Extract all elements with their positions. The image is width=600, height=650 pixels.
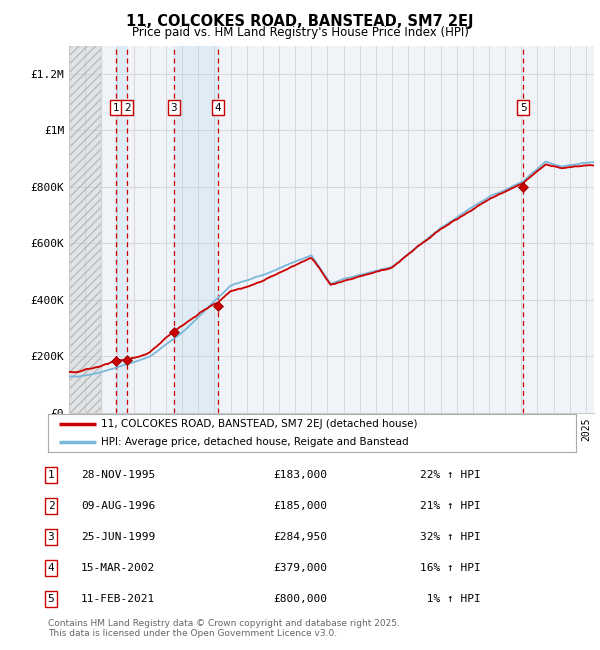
Text: Contains HM Land Registry data © Crown copyright and database right 2025.
This d: Contains HM Land Registry data © Crown c… xyxy=(48,619,400,638)
Text: 5: 5 xyxy=(47,594,55,604)
Bar xyxy=(116,46,127,413)
Text: 09-AUG-1996: 09-AUG-1996 xyxy=(81,501,155,511)
Text: 2: 2 xyxy=(47,501,55,511)
Text: 28-NOV-1995: 28-NOV-1995 xyxy=(81,470,155,480)
Text: £800,000: £800,000 xyxy=(273,594,327,604)
Text: 1% ↑ HPI: 1% ↑ HPI xyxy=(420,594,481,604)
Bar xyxy=(173,46,218,413)
Text: 5: 5 xyxy=(520,103,527,112)
Text: 4: 4 xyxy=(214,103,221,112)
Text: HPI: Average price, detached house, Reigate and Banstead: HPI: Average price, detached house, Reig… xyxy=(101,437,409,447)
Text: 3: 3 xyxy=(170,103,177,112)
Text: £379,000: £379,000 xyxy=(273,563,327,573)
Text: 3: 3 xyxy=(47,532,55,542)
Text: 11-FEB-2021: 11-FEB-2021 xyxy=(81,594,155,604)
Text: £284,950: £284,950 xyxy=(273,532,327,542)
Bar xyxy=(69,46,101,413)
Text: 11, COLCOKES ROAD, BANSTEAD, SM7 2EJ (detached house): 11, COLCOKES ROAD, BANSTEAD, SM7 2EJ (de… xyxy=(101,419,418,429)
Text: 2: 2 xyxy=(124,103,131,112)
Text: £185,000: £185,000 xyxy=(273,501,327,511)
Text: £183,000: £183,000 xyxy=(273,470,327,480)
Text: 15-MAR-2002: 15-MAR-2002 xyxy=(81,563,155,573)
Bar xyxy=(69,46,101,413)
Text: 16% ↑ HPI: 16% ↑ HPI xyxy=(420,563,481,573)
Text: 21% ↑ HPI: 21% ↑ HPI xyxy=(420,501,481,511)
Text: 1: 1 xyxy=(113,103,119,112)
Text: 32% ↑ HPI: 32% ↑ HPI xyxy=(420,532,481,542)
Text: Price paid vs. HM Land Registry's House Price Index (HPI): Price paid vs. HM Land Registry's House … xyxy=(131,26,469,39)
Text: 4: 4 xyxy=(47,563,55,573)
Text: 1: 1 xyxy=(47,470,55,480)
Text: 22% ↑ HPI: 22% ↑ HPI xyxy=(420,470,481,480)
Text: 11, COLCOKES ROAD, BANSTEAD, SM7 2EJ: 11, COLCOKES ROAD, BANSTEAD, SM7 2EJ xyxy=(126,14,474,29)
Text: 25-JUN-1999: 25-JUN-1999 xyxy=(81,532,155,542)
